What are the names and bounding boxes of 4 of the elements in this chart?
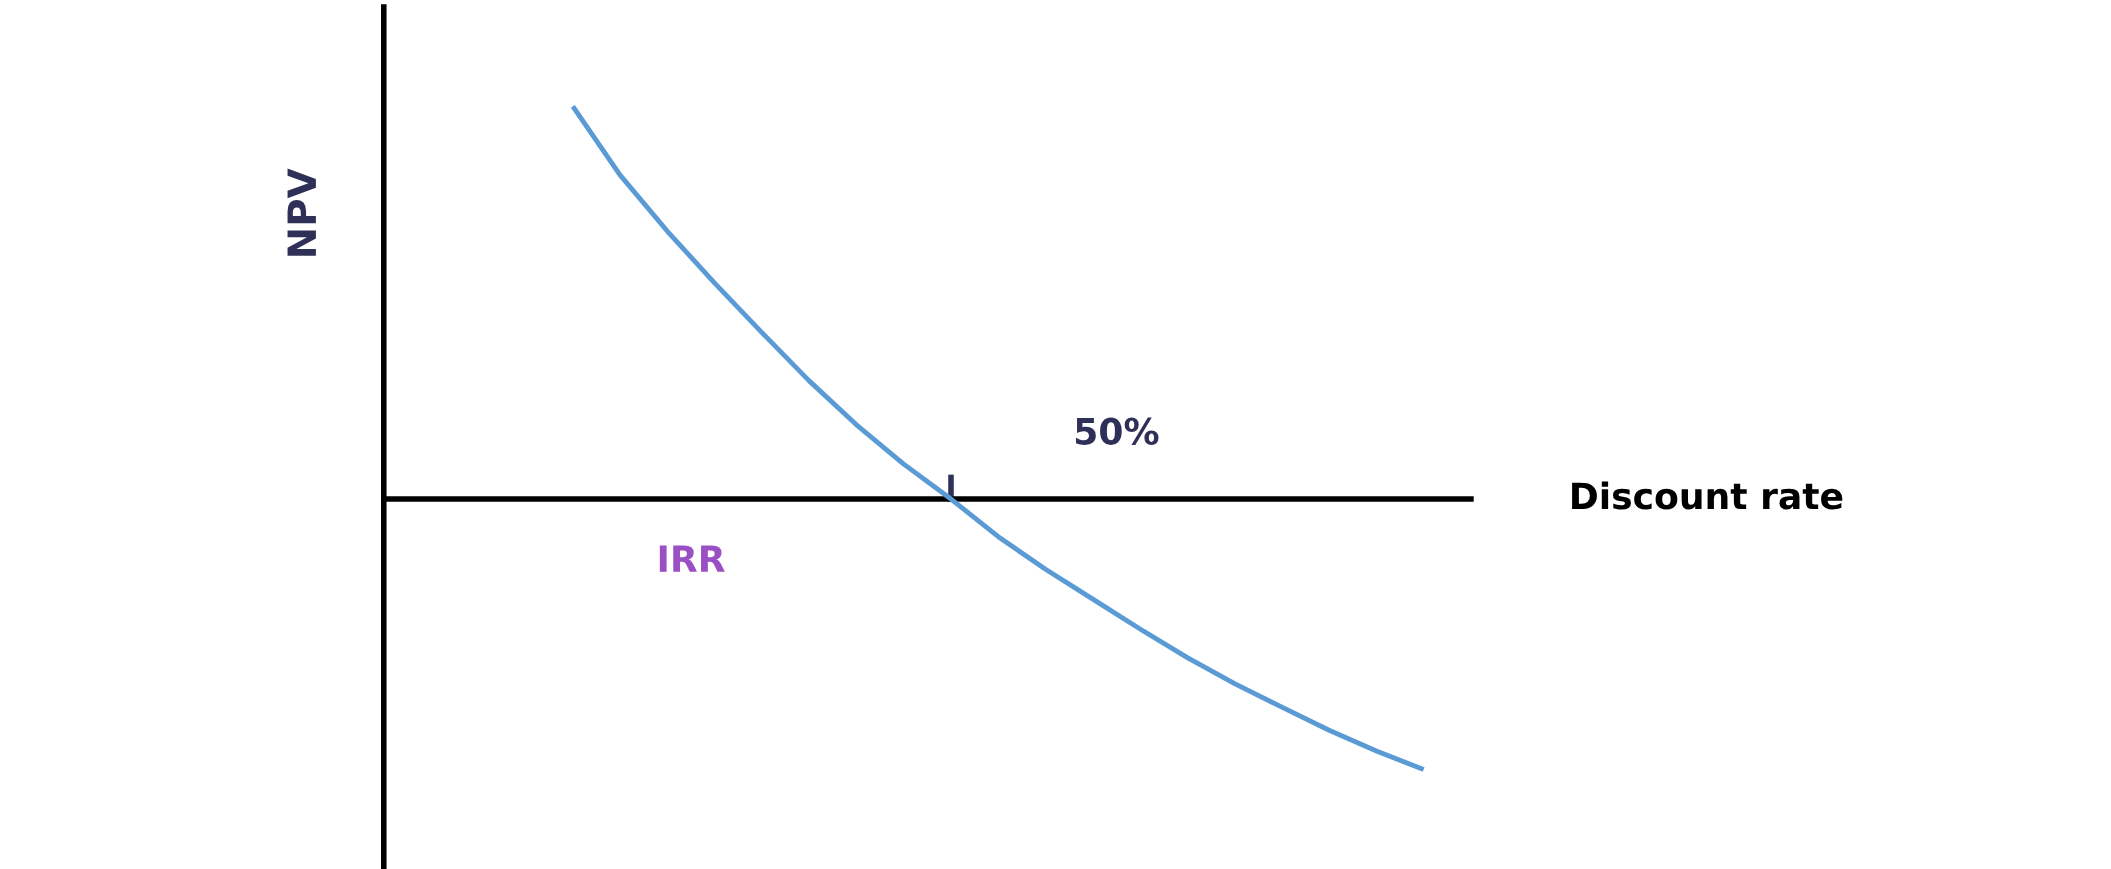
annotation: 50% [1076,417,1159,445]
annotation: IRR [659,545,725,572]
x-axis-title: Discount rate [1572,481,1843,510]
y-axis-title: NPV [287,168,316,256]
